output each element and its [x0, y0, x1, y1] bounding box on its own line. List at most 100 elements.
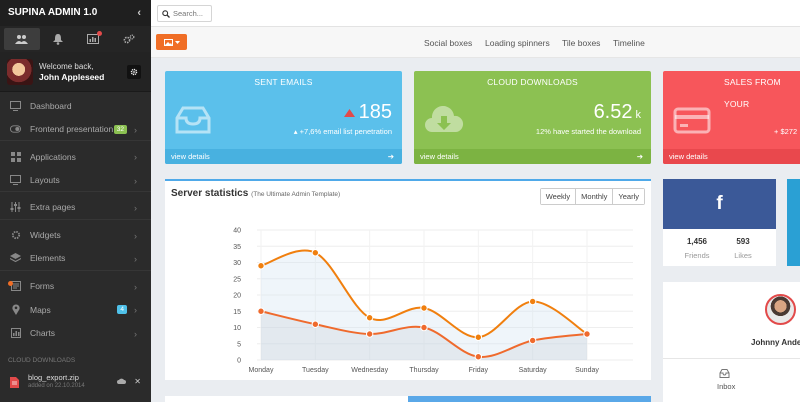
search-box[interactable] [157, 5, 212, 22]
facebook-card: f 1,456 Friends 593 Likes [663, 179, 776, 266]
bottom-panel-left [165, 396, 408, 402]
tab-notifications[interactable] [40, 28, 76, 50]
facebook-header[interactable]: f [663, 179, 776, 229]
range-weekly-button[interactable]: Weekly [540, 189, 576, 204]
sidebar-item-label: Dashboard [30, 100, 72, 111]
data-point [257, 262, 265, 270]
chevron-right-icon: › [134, 305, 137, 315]
chevron-right-icon: › [134, 254, 137, 264]
sidebar-item-dashboard[interactable]: Dashboard [0, 94, 151, 118]
y-tick-label: 15 [233, 309, 241, 316]
sidebar-item-frontend-presentation[interactable]: Frontend presentation 32 › [0, 118, 151, 141]
stat-value: 593 [736, 237, 750, 246]
view-details-label: view details [171, 152, 210, 161]
divider [663, 358, 800, 359]
view-details-label: view details [669, 152, 708, 161]
sidebar-item-maps[interactable]: Maps 4 › [0, 298, 151, 322]
series-area [261, 311, 587, 360]
sidebar: SUPINA ADMIN 1.0 ‹ Welcome back, John Ap… [0, 0, 151, 402]
download-item[interactable]: blog_export.zip added on 22.10.2014 ✕ [0, 369, 151, 395]
data-point [257, 307, 265, 315]
panel-title-text: Server statistics [171, 188, 249, 199]
sidebar-item-label: Extra pages [30, 202, 76, 213]
range-monthly-button[interactable]: Monthly [575, 189, 613, 204]
collapse-sidebar-icon[interactable]: ‹ [137, 7, 141, 19]
arrow-right-icon: ➔ [387, 152, 394, 161]
data-point [311, 320, 320, 328]
arrow-right-icon: ➔ [636, 152, 643, 161]
sidebar-item-label: Charts [30, 328, 56, 339]
data-point [420, 304, 428, 312]
data-point [583, 330, 591, 338]
panel-title: Server statistics (The Ultimate Admin Te… [171, 188, 340, 199]
chevron-right-icon: › [134, 124, 137, 135]
sidebar-item-applications[interactable]: Applications › [0, 145, 151, 169]
range-selector: Weekly Monthly Yearly [539, 188, 645, 205]
avatar[interactable] [765, 294, 796, 325]
subnav-tile-boxes[interactable]: Tile boxes [562, 38, 601, 48]
data-point [474, 333, 483, 341]
stat-value-number: 6.52 [593, 101, 633, 123]
facebook-likes-stat: 593 Likes [715, 237, 771, 260]
sidebar-item-charts[interactable]: Charts › [0, 322, 151, 346]
avatar[interactable] [7, 58, 33, 85]
stat-value: 6.52 k [594, 101, 641, 124]
status-dot [8, 280, 13, 286]
y-tick-label: 5 [237, 341, 241, 348]
subnav-timeline[interactable]: Timeline [613, 38, 645, 48]
image-menu-button[interactable] [156, 34, 187, 50]
sliders-icon [10, 202, 21, 213]
sidebar-item-extra-pages[interactable]: Extra pages › [0, 196, 151, 220]
x-tick-label: Tuesday [302, 367, 329, 374]
data-point [474, 353, 483, 361]
bottom-panel-right [408, 396, 651, 402]
facebook-icon: f [716, 193, 723, 214]
x-tick-label: Thursday [409, 367, 439, 374]
tab-stats[interactable] [76, 28, 112, 50]
sidebar-item-label: Forms [30, 281, 55, 292]
data-point [420, 323, 428, 332]
view-details-link[interactable]: view details [663, 149, 800, 164]
stat-card-sent-emails: SENT EMAILS 185 ▴ +7,6% email list penet… [165, 71, 402, 164]
sidebar-item-elements[interactable]: Elements › [0, 247, 151, 271]
inbox-icon[interactable] [719, 369, 730, 378]
view-details-link[interactable]: view details ➔ [165, 149, 402, 164]
search-input[interactable] [173, 9, 211, 18]
sidebar-item-layouts[interactable]: Layouts › [0, 169, 151, 192]
chevron-right-icon: › [134, 203, 137, 213]
sidebar-item-widgets[interactable]: Widgets › [0, 224, 151, 248]
cloud-downloads-heading: Cloud downloads [8, 357, 76, 364]
view-details-link[interactable]: view details ➔ [414, 149, 651, 164]
sidebar-item-label: Widgets [30, 230, 61, 241]
tab-users[interactable] [4, 28, 40, 50]
stat-title: CLOUD DOWNLOADS [487, 77, 578, 87]
range-yearly-button[interactable]: Yearly [612, 189, 644, 204]
y-tick-label: 10 [233, 325, 241, 332]
twitter-card[interactable] [787, 179, 800, 266]
cloud-icon[interactable] [117, 377, 126, 384]
stat-value: 1,456 [686, 237, 708, 246]
user-settings-button[interactable] [127, 65, 141, 79]
stat-subtext: ▴ +7,6% email list penetration [293, 127, 392, 136]
inbox-label[interactable]: Inbox [717, 382, 736, 391]
x-tick-label: Saturday [519, 367, 548, 374]
toggle-icon [10, 123, 21, 134]
subnav-social-boxes[interactable]: Social boxes [424, 38, 473, 48]
gears-icon [123, 34, 135, 43]
sidebar-nav: Dashboard Frontend presentation 32 › Applica… [0, 94, 151, 345]
chevron-right-icon: › [134, 230, 137, 241]
y-tick-label: 35 [233, 244, 241, 251]
y-tick-label: 30 [233, 260, 241, 267]
tab-settings[interactable] [111, 28, 147, 50]
chevron-right-icon: › [134, 152, 137, 162]
close-icon[interactable]: ✕ [134, 377, 141, 386]
sidebar-item-label: Elements [30, 253, 66, 264]
sidebar-item-forms[interactable]: Forms › [0, 275, 151, 299]
stat-label: Likes [734, 251, 752, 260]
subnav-loading-spinners[interactable]: Loading spinners [485, 38, 550, 48]
sidebar-item-label: Frontend presentation [30, 123, 114, 134]
credit-card-icon [673, 107, 711, 134]
line-chart: 0 5 10 15 20 25 30 35 40 Monday Tuesday Wednesday Th… [233, 228, 633, 374]
stat-card-cloud-downloads: CLOUD DOWNLOADS 6.52 k 12% have started t… [414, 71, 651, 164]
chevron-right-icon: › [134, 175, 137, 186]
